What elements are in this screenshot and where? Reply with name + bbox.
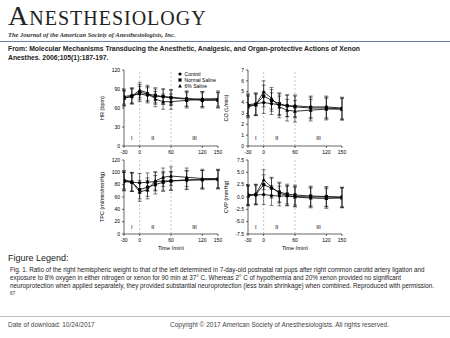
svg-text:-2.5: -2.5 xyxy=(235,206,244,212)
svg-text:7: 7 xyxy=(241,67,244,73)
svg-text:120: 120 xyxy=(112,157,121,163)
svg-text:3: 3 xyxy=(241,110,244,116)
html-text:From: Molecular Mechanisms Tra: From: Molecular Mechanisms Transducing t… xyxy=(8,45,360,52)
svg-text:I: I xyxy=(131,224,133,230)
svg-text:III: III xyxy=(316,224,321,230)
svg-text:Time (min): Time (min) xyxy=(282,245,308,250)
svg-text:7.5: 7.5 xyxy=(237,157,244,163)
svg-text:1: 1 xyxy=(241,132,244,138)
svg-text:II: II xyxy=(151,135,155,141)
svg-text:CO (L/min): CO (L/min) xyxy=(224,94,229,121)
svg-text:0: 0 xyxy=(138,149,141,155)
svg-text:5: 5 xyxy=(241,88,244,94)
html-text:67: 67 xyxy=(10,291,15,296)
svg-text:-7.5: -7.5 xyxy=(235,231,244,237)
html-text:The Journal of the American So: The Journal of the American Society of A… xyxy=(8,31,176,38)
svg-text:I: I xyxy=(131,135,133,141)
svg-text:-5.0: -5.0 xyxy=(235,218,244,224)
svg-text:20: 20 xyxy=(114,218,120,224)
html-text:Fig. 1. Ratio of the right hem: Fig. 1. Ratio of the right hemispheric w… xyxy=(10,266,435,289)
svg-text:-30: -30 xyxy=(120,237,127,243)
html-text:Anesthesiology: Anesthesiology xyxy=(8,0,207,31)
svg-text:120: 120 xyxy=(198,237,207,243)
svg-text:0.0: 0.0 xyxy=(237,194,244,200)
svg-text:60: 60 xyxy=(114,105,120,111)
svg-text:150: 150 xyxy=(338,237,347,243)
svg-text:0: 0 xyxy=(241,143,244,149)
svg-text:HR (bpm): HR (bpm) xyxy=(100,96,105,120)
html-text:Figure Legend:: Figure Legend: xyxy=(8,253,69,263)
svg-text:150: 150 xyxy=(338,149,347,155)
svg-text:120: 120 xyxy=(112,67,121,73)
svg-text:5.0: 5.0 xyxy=(237,169,244,175)
svg-text:80: 80 xyxy=(114,181,120,187)
svg-text:60: 60 xyxy=(292,149,298,155)
svg-text:TPC (ml/min/mmHg): TPC (ml/min/mmHg) xyxy=(100,172,105,222)
svg-text:I: I xyxy=(255,224,257,230)
svg-text:II: II xyxy=(275,135,279,141)
svg-text:120: 120 xyxy=(322,237,331,243)
svg-text:150: 150 xyxy=(214,237,223,243)
svg-text:III: III xyxy=(192,224,197,230)
svg-text:120: 120 xyxy=(322,149,331,155)
html-text:Date of download: 10/24/2017: Date of download: 10/24/2017 xyxy=(8,321,95,328)
svg-text:2: 2 xyxy=(241,121,244,127)
svg-text:0: 0 xyxy=(262,149,265,155)
html-text:6% Saline: 6% Saline xyxy=(184,83,208,89)
svg-text:0: 0 xyxy=(117,143,120,149)
svg-text:30: 30 xyxy=(114,124,120,130)
svg-text:-30: -30 xyxy=(244,149,251,155)
svg-text:0: 0 xyxy=(117,231,120,237)
svg-text:CVP (mmHg): CVP (mmHg) xyxy=(224,181,229,214)
svg-text:I: I xyxy=(255,135,257,141)
html-text:Control: Control xyxy=(184,71,201,77)
svg-text:60: 60 xyxy=(168,237,174,243)
svg-text:120: 120 xyxy=(198,149,207,155)
svg-text:III: III xyxy=(192,135,197,141)
svg-text:0: 0 xyxy=(262,237,265,243)
svg-text:40: 40 xyxy=(114,206,120,212)
html-text:Anesthes. 2006;105(1):187-197.: Anesthes. 2006;105(1):187-197. xyxy=(8,54,109,61)
svg-text:0: 0 xyxy=(138,237,141,243)
svg-text:-30: -30 xyxy=(244,237,251,243)
svg-text:2.5: 2.5 xyxy=(237,181,244,187)
svg-text:6: 6 xyxy=(241,78,244,84)
svg-text:4: 4 xyxy=(241,99,244,105)
svg-text:II: II xyxy=(151,224,155,230)
svg-text:90: 90 xyxy=(114,86,120,92)
svg-text:60: 60 xyxy=(114,194,120,200)
html-text:Normal Saline: Normal Saline xyxy=(184,77,216,83)
svg-text:150: 150 xyxy=(214,149,223,155)
svg-text:Time (min): Time (min) xyxy=(158,245,184,250)
svg-text:II: II xyxy=(275,224,279,230)
svg-text:60: 60 xyxy=(168,149,174,155)
svg-text:III: III xyxy=(316,135,321,141)
svg-text:100: 100 xyxy=(112,169,121,175)
svg-text:60: 60 xyxy=(292,237,298,243)
svg-text:-30: -30 xyxy=(120,149,127,155)
html-text:Copyright © 2017 American Soci: Copyright © 2017 American Society of Ane… xyxy=(170,321,389,328)
